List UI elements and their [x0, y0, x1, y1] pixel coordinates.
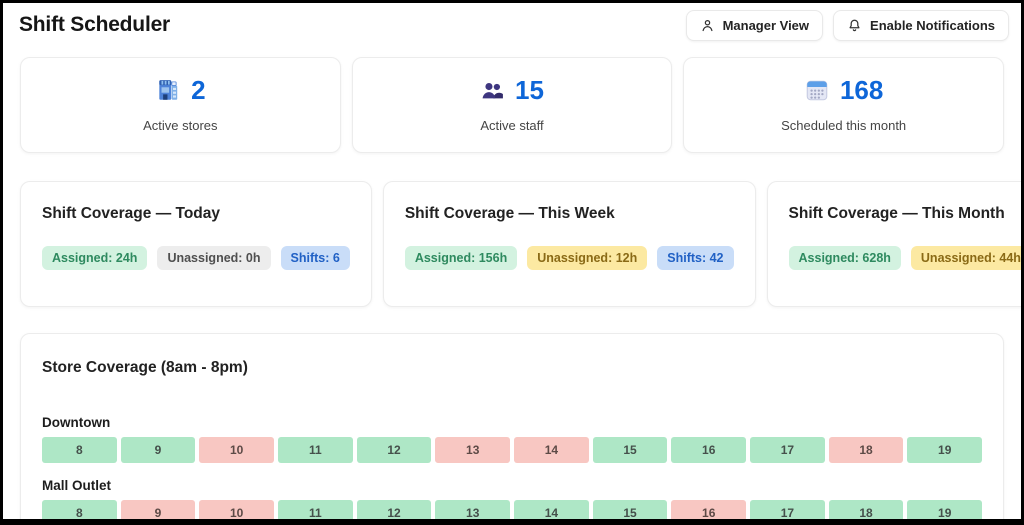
assigned-badge: Assigned: 156h	[404, 246, 518, 270]
manager-view-button[interactable]: Manager View	[685, 9, 824, 41]
assigned-badge: Assigned: 628h	[788, 246, 901, 270]
hour-cell: 19	[907, 437, 983, 463]
stat-card-scheduled-month: 168 Scheduled this month	[683, 57, 1004, 153]
staff-icon	[480, 78, 505, 103]
scheduled-month-label: Scheduled this month	[781, 118, 907, 133]
hour-cell: 9	[120, 500, 196, 519]
hour-cell: 13	[435, 437, 511, 463]
unassigned-badge: Unassigned: 0h	[157, 246, 271, 270]
shifts-badge: Shifts: 6	[280, 246, 350, 270]
hour-cell: 14	[514, 437, 589, 463]
active-stores-value: 2	[191, 75, 206, 105]
active-stores-label: Active stores	[143, 118, 218, 133]
unassigned-badge: Unassigned: 44h	[910, 246, 1021, 270]
coverage-today-badges: Assigned: 24h Unassigned: 0h Shifts: 6	[42, 246, 350, 270]
header-actions: Manager View Enable Notifications	[685, 9, 1009, 41]
calendar-icon	[804, 77, 830, 103]
store-block-mall-outlet: Mall Outlet 8 9 10 11 12 13 14 15 16 17 18 19	[42, 478, 983, 519]
hour-cell: 18	[828, 500, 904, 519]
hour-row-mall-outlet: 8 9 10 11 12 13 14 15 16 17 18 19	[42, 500, 983, 519]
stat-card-active-stores: 2 Active stores	[20, 57, 341, 153]
hour-cell: 8	[42, 437, 117, 463]
assigned-badge: Assigned: 24h	[42, 246, 148, 270]
hour-cell: 15	[592, 437, 668, 463]
hour-cell: 10	[199, 500, 275, 519]
hour-cell: 18	[828, 437, 904, 463]
scheduled-month-value: 168	[839, 75, 884, 105]
store-coverage-title: Store Coverage (8am - 8pm)	[42, 359, 248, 376]
hour-cell: 14	[514, 500, 589, 519]
manager-view-label: Manager View	[722, 17, 810, 33]
hour-cell: 16	[671, 500, 747, 519]
header: Shift Scheduler Manager View	[3, 3, 1021, 45]
store-icon	[155, 77, 181, 103]
store-block-downtown: Downtown 8 9 10 11 12 13 14 15 16 17 18 19	[42, 415, 983, 463]
active-staff-label: Active staff	[480, 118, 544, 133]
coverage-row: Shift Coverage — Today Assigned: 24h Una…	[20, 181, 1021, 307]
hour-cell: 11	[278, 500, 353, 519]
hour-cell: 10	[199, 437, 275, 463]
stat-top: 168	[804, 77, 883, 103]
enable-notifications-button[interactable]: Enable Notifications	[833, 9, 1009, 41]
person-icon	[700, 18, 715, 33]
enable-notifications-label: Enable Notifications	[870, 17, 995, 33]
coverage-month-title: Shift Coverage — This Month	[788, 205, 1005, 222]
store-coverage-card: Store Coverage (8am - 8pm) Downtown 8 9 10…	[20, 333, 1004, 519]
hour-cell: 13	[435, 500, 511, 519]
active-staff-value: 15	[515, 75, 544, 105]
page-title: Shift Scheduler	[19, 13, 171, 36]
bell-icon	[847, 18, 862, 33]
unassigned-badge: Unassigned: 12h	[527, 246, 648, 270]
hour-cell: 12	[356, 437, 432, 463]
coverage-card-week: Shift Coverage — This Week Assigned: 156…	[382, 181, 756, 307]
coverage-week-badges: Assigned: 156h Unassigned: 12h Shifts: 4…	[404, 246, 734, 270]
hour-cell: 8	[42, 500, 117, 519]
coverage-today-title: Shift Coverage — Today	[42, 205, 220, 222]
stat-card-active-staff: 15 Active staff	[351, 57, 673, 153]
coverage-card-month: Shift Coverage — This Month Assigned: 62…	[766, 181, 1021, 307]
hour-cell: 12	[356, 500, 432, 519]
hour-cell: 17	[750, 437, 825, 463]
stat-top: 2	[155, 75, 206, 105]
coverage-month-badges: Assigned: 628h Unassigned: 44h Shifts: 1…	[788, 246, 1021, 270]
store-name: Mall Outlet	[42, 478, 112, 493]
hour-cell: 17	[750, 500, 825, 519]
hour-cell: 11	[278, 437, 353, 463]
coverage-card-today: Shift Coverage — Today Assigned: 24h Una…	[20, 181, 372, 307]
hour-cell: 16	[671, 437, 747, 463]
store-name: Downtown	[42, 415, 111, 430]
shifts-badge: Shifts: 42	[657, 246, 734, 270]
hour-row-downtown: 8 9 10 11 12 13 14 15 16 17 18 19	[42, 437, 983, 463]
coverage-week-title: Shift Coverage — This Week	[404, 205, 615, 222]
stats-row: 2 Active stores 15 Active staff	[20, 57, 1004, 153]
hour-cell: 19	[907, 500, 983, 519]
hour-cell: 15	[592, 500, 668, 519]
hour-cell: 9	[120, 437, 196, 463]
stat-top: 15	[480, 77, 544, 103]
